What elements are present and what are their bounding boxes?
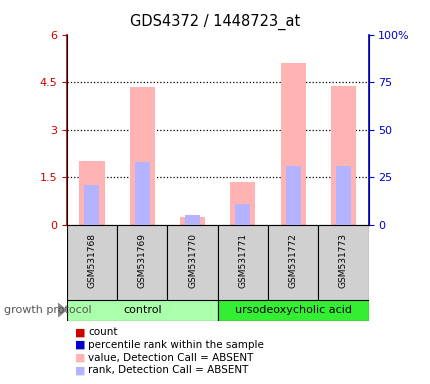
Bar (230, 182, 255, 225)
Bar (117, 225, 167, 300)
Text: count: count (88, 327, 117, 337)
Text: ursodeoxycholic acid: ursodeoxycholic acid (234, 305, 351, 315)
Bar (280, 63, 305, 225)
Bar (335, 166, 350, 225)
Bar (217, 300, 368, 321)
Bar (267, 225, 317, 300)
Text: growth protocol: growth protocol (4, 305, 92, 315)
Text: GSM531768: GSM531768 (87, 233, 96, 288)
Bar (317, 225, 368, 300)
Bar (330, 86, 355, 225)
Bar (285, 166, 300, 225)
Text: ■: ■ (75, 365, 86, 375)
Bar (240, 223, 245, 225)
Bar (84, 185, 99, 225)
Bar (180, 217, 205, 225)
Text: GSM531773: GSM531773 (338, 233, 347, 288)
Bar (67, 225, 117, 300)
Text: ■: ■ (75, 327, 86, 337)
Bar (235, 204, 250, 225)
Text: value, Detection Call = ABSENT: value, Detection Call = ABSENT (88, 353, 253, 362)
Polygon shape (58, 303, 66, 317)
Bar (79, 161, 104, 225)
Bar (190, 223, 194, 225)
Text: ■: ■ (75, 353, 86, 362)
Bar (129, 87, 154, 225)
Text: GSM531771: GSM531771 (238, 233, 247, 288)
Bar (67, 300, 217, 321)
Bar (340, 223, 345, 225)
Bar (217, 225, 267, 300)
Bar (167, 225, 217, 300)
Text: ■: ■ (75, 340, 86, 350)
Text: GDS4372 / 1448723_at: GDS4372 / 1448723_at (130, 13, 300, 30)
Bar (134, 162, 149, 225)
Bar (290, 223, 295, 225)
Text: GSM531769: GSM531769 (138, 233, 146, 288)
Bar (139, 223, 144, 225)
Text: control: control (123, 305, 161, 315)
Bar (89, 223, 94, 225)
Text: percentile rank within the sample: percentile rank within the sample (88, 340, 264, 350)
Text: GSM531770: GSM531770 (187, 233, 197, 288)
Bar (184, 215, 200, 225)
Text: GSM531772: GSM531772 (288, 233, 297, 288)
Text: rank, Detection Call = ABSENT: rank, Detection Call = ABSENT (88, 365, 248, 375)
